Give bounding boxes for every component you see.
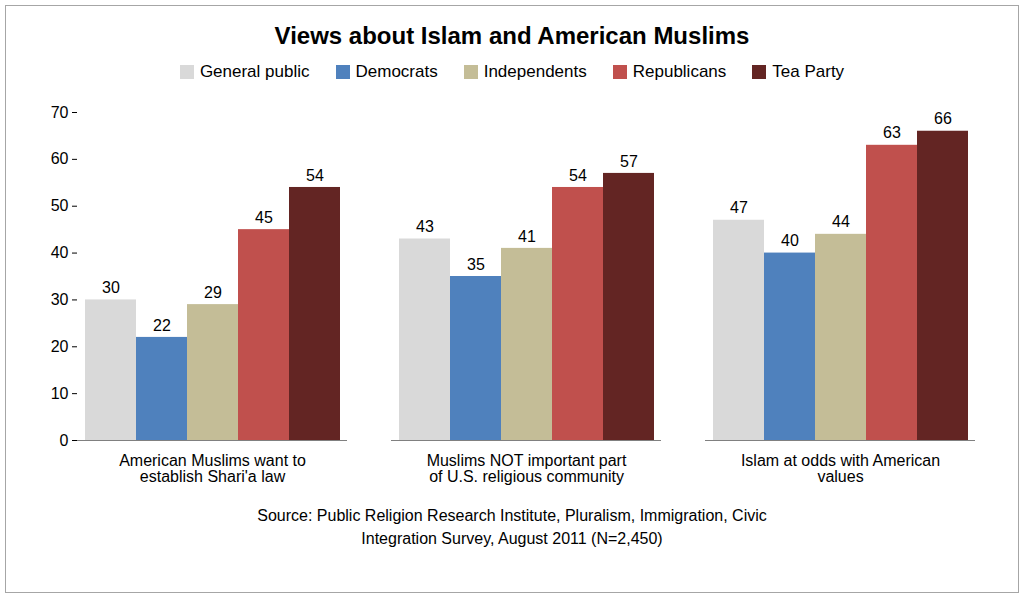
html-text:Independents: Independents xyxy=(483,62,587,81)
html-text:General public: General public xyxy=(199,62,310,81)
svg-text:30: 30 xyxy=(51,291,69,308)
svg-text:0: 0 xyxy=(60,432,69,449)
html-text:Tea Party: Tea Party xyxy=(772,62,845,81)
svg-text:60: 60 xyxy=(51,150,69,167)
html-text:Source: Public Religion Resear: Source: Public Religion Research Institu… xyxy=(257,507,767,548)
svg-text:44: 44 xyxy=(832,213,850,230)
svg-text:20: 20 xyxy=(51,338,69,355)
html-text:Republicans: Republicans xyxy=(632,62,727,81)
svg-text:41: 41 xyxy=(518,228,536,245)
svg-text:57: 57 xyxy=(620,153,638,170)
html-text:Democrats: Democrats xyxy=(355,62,438,81)
svg-text:40: 40 xyxy=(51,244,69,261)
svg-text:50: 50 xyxy=(51,197,69,214)
svg-text:35: 35 xyxy=(467,256,485,273)
svg-text:29: 29 xyxy=(204,284,222,301)
svg-text:American Muslims want toestabl: American Muslims want toestablish Shari'… xyxy=(119,452,306,485)
html-text:Views about Islam and American: Views about Islam and American Muslims xyxy=(274,22,750,49)
svg-text:63: 63 xyxy=(883,124,901,141)
svg-text:45: 45 xyxy=(255,209,273,226)
svg-text:70: 70 xyxy=(51,104,69,121)
svg-text:30: 30 xyxy=(102,279,120,296)
svg-text:Islam at odds with Americanval: Islam at odds with Americanvalues xyxy=(741,452,940,485)
svg-text:66: 66 xyxy=(934,110,952,127)
svg-text:10: 10 xyxy=(51,385,69,402)
svg-text:47: 47 xyxy=(730,199,748,216)
svg-text:54: 54 xyxy=(306,167,324,184)
svg-text:43: 43 xyxy=(416,218,434,235)
svg-text:40: 40 xyxy=(781,232,799,249)
svg-text:22: 22 xyxy=(153,317,171,334)
svg-text:54: 54 xyxy=(569,167,587,184)
svg-text:Muslims NOT important partof U: Muslims NOT important partof U.S. religi… xyxy=(427,452,627,485)
